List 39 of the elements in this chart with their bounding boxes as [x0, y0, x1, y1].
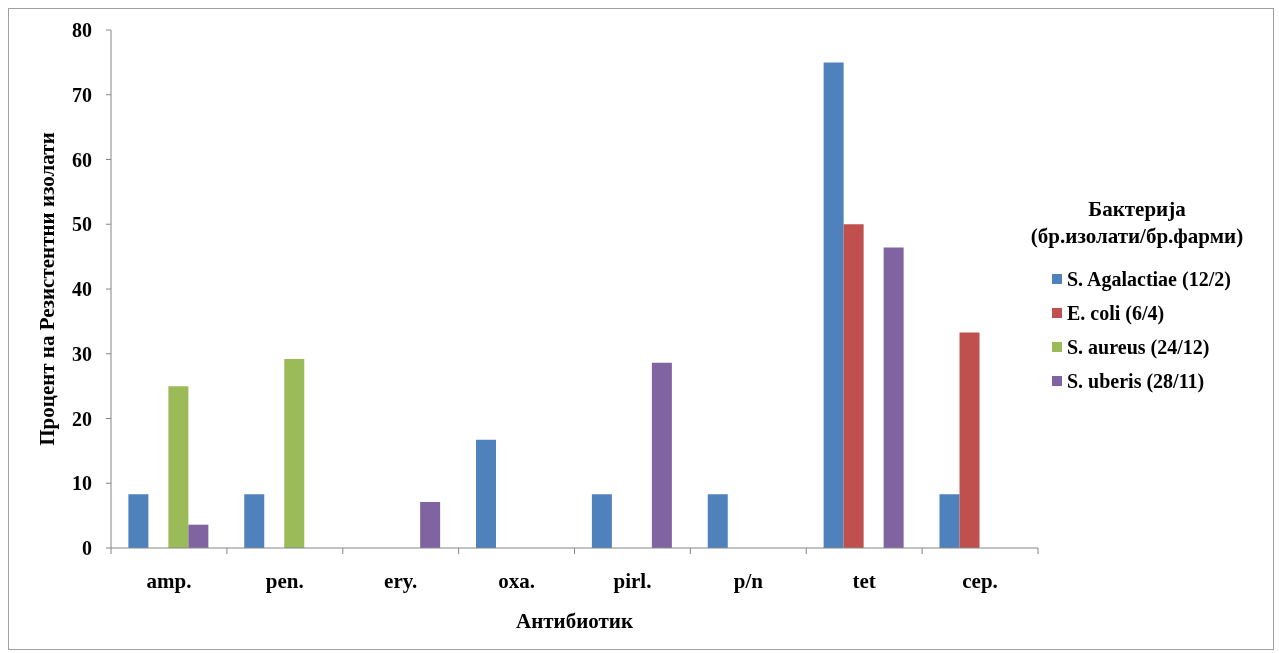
y-tick-label: 30: [72, 342, 92, 365]
legend-label: S. Agalactiae (12/2): [1067, 267, 1231, 291]
y-axis-title: Процент на Резистентни изолати: [35, 132, 59, 446]
y-tick-label: 10: [72, 472, 92, 495]
bar: [823, 62, 844, 548]
bar: [939, 494, 960, 548]
x-tick-label: p/n: [733, 569, 764, 593]
bar: [188, 524, 209, 548]
x-tick-label: oxa.: [498, 569, 535, 593]
x-tick-label: ery.: [384, 569, 418, 593]
x-tick-label: cep.: [962, 569, 998, 593]
legend-label: S. uberis (28/11): [1067, 369, 1205, 393]
y-tick-label: 70: [72, 83, 92, 106]
bar: [843, 224, 864, 548]
x-axis-title: Антибиотик: [515, 609, 634, 633]
bar: [128, 494, 149, 548]
y-tick-label: 60: [72, 148, 92, 171]
bar: [168, 386, 189, 548]
legend-label: S. aureus (24/12): [1067, 335, 1210, 359]
y-tick-label: 20: [72, 407, 92, 430]
x-tick-label: tet: [852, 569, 876, 593]
y-tick-label: 0: [82, 537, 92, 560]
bar: [959, 332, 980, 548]
bar: [420, 502, 441, 548]
legend-title: Бактерија (бр.изолати/бр.фарми): [1030, 197, 1244, 248]
bar: [707, 494, 728, 548]
x-tick-label: pen.: [265, 569, 304, 593]
x-tick-label: amp.: [146, 569, 192, 593]
bar: [284, 358, 305, 548]
y-tick-label: 40: [72, 278, 92, 301]
x-tick-label: pirl.: [613, 569, 652, 593]
legend-label: E. coli (6/4): [1067, 301, 1165, 325]
bar: [591, 494, 612, 548]
bar: [244, 494, 265, 548]
y-tick-label: 80: [72, 19, 92, 42]
bar: [883, 247, 904, 548]
bar: [651, 362, 672, 548]
bar: [476, 439, 497, 548]
y-tick-label: 50: [72, 213, 92, 236]
